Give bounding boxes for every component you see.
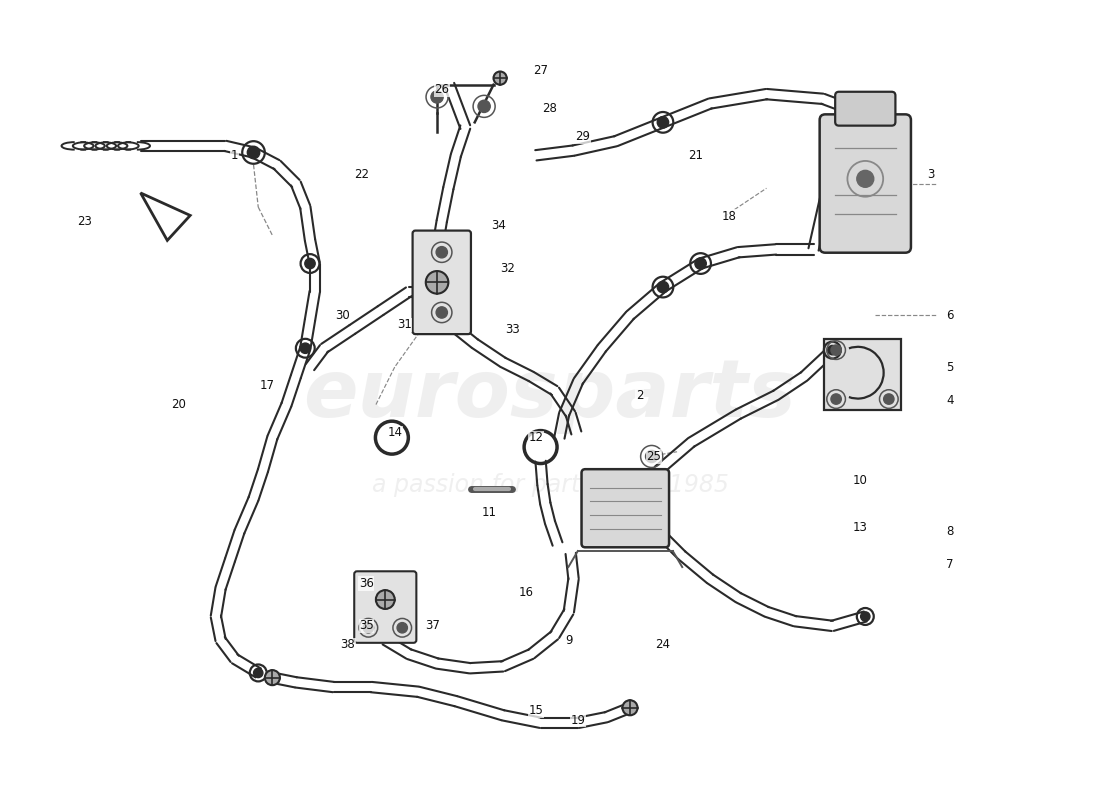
Circle shape bbox=[431, 91, 443, 103]
Text: 5: 5 bbox=[946, 361, 954, 374]
Circle shape bbox=[857, 170, 873, 187]
Text: 13: 13 bbox=[854, 521, 868, 534]
Circle shape bbox=[397, 622, 407, 633]
Text: 16: 16 bbox=[519, 586, 534, 599]
Circle shape bbox=[426, 271, 449, 294]
Circle shape bbox=[478, 100, 491, 113]
Text: 14: 14 bbox=[387, 426, 403, 439]
Text: 23: 23 bbox=[77, 214, 91, 228]
Circle shape bbox=[657, 117, 669, 128]
Text: 30: 30 bbox=[336, 309, 350, 322]
Text: 20: 20 bbox=[170, 398, 186, 411]
Circle shape bbox=[363, 622, 374, 633]
Text: 27: 27 bbox=[534, 64, 548, 77]
Circle shape bbox=[300, 343, 310, 354]
Text: 36: 36 bbox=[359, 577, 374, 590]
Circle shape bbox=[623, 700, 638, 715]
Text: 12: 12 bbox=[528, 431, 543, 444]
Circle shape bbox=[695, 258, 706, 270]
Text: 35: 35 bbox=[359, 619, 374, 632]
Circle shape bbox=[248, 146, 260, 158]
Text: 9: 9 bbox=[565, 634, 573, 646]
Polygon shape bbox=[141, 193, 190, 241]
Text: 31: 31 bbox=[397, 318, 411, 331]
Circle shape bbox=[860, 612, 870, 621]
Text: 34: 34 bbox=[491, 219, 506, 232]
Circle shape bbox=[646, 450, 658, 462]
Circle shape bbox=[657, 282, 669, 293]
Text: 17: 17 bbox=[260, 379, 275, 392]
Text: 29: 29 bbox=[575, 130, 591, 143]
Circle shape bbox=[830, 345, 842, 355]
FancyBboxPatch shape bbox=[820, 114, 911, 253]
Circle shape bbox=[827, 346, 837, 354]
Text: 18: 18 bbox=[722, 210, 736, 223]
Circle shape bbox=[265, 670, 279, 685]
Text: eurosparts: eurosparts bbox=[304, 356, 796, 434]
Circle shape bbox=[376, 590, 395, 609]
FancyBboxPatch shape bbox=[412, 230, 471, 334]
FancyBboxPatch shape bbox=[835, 92, 895, 126]
Text: 15: 15 bbox=[528, 704, 543, 717]
Circle shape bbox=[883, 394, 894, 404]
Text: 33: 33 bbox=[505, 323, 519, 336]
Text: 10: 10 bbox=[854, 474, 868, 486]
Text: 4: 4 bbox=[946, 394, 954, 406]
Circle shape bbox=[305, 258, 316, 269]
Text: 26: 26 bbox=[434, 83, 449, 96]
FancyBboxPatch shape bbox=[824, 339, 901, 410]
Text: 3: 3 bbox=[927, 168, 935, 181]
FancyBboxPatch shape bbox=[582, 469, 669, 547]
Text: 2: 2 bbox=[636, 389, 644, 402]
Text: 22: 22 bbox=[354, 168, 370, 181]
Text: 38: 38 bbox=[340, 638, 355, 651]
Text: 7: 7 bbox=[946, 558, 954, 571]
Text: 6: 6 bbox=[946, 309, 954, 322]
Text: 24: 24 bbox=[656, 638, 670, 651]
Text: 1: 1 bbox=[231, 149, 239, 162]
Text: 32: 32 bbox=[500, 262, 515, 274]
Text: 11: 11 bbox=[482, 506, 496, 519]
Circle shape bbox=[494, 71, 507, 85]
FancyBboxPatch shape bbox=[354, 571, 417, 643]
Text: 28: 28 bbox=[542, 102, 558, 114]
Text: 25: 25 bbox=[646, 450, 661, 463]
Text: a passion for parts since 1985: a passion for parts since 1985 bbox=[372, 473, 728, 497]
Text: 37: 37 bbox=[425, 619, 440, 632]
Text: 8: 8 bbox=[946, 526, 954, 538]
Circle shape bbox=[254, 668, 263, 678]
Text: 21: 21 bbox=[689, 149, 703, 162]
Circle shape bbox=[830, 394, 842, 404]
Circle shape bbox=[436, 246, 448, 258]
Text: 19: 19 bbox=[571, 714, 585, 726]
Circle shape bbox=[436, 307, 448, 318]
